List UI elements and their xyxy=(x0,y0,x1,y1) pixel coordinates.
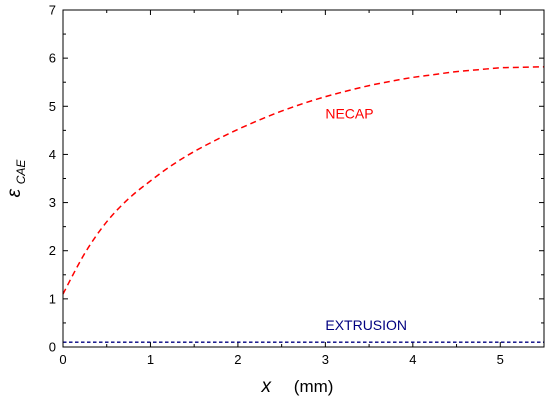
x-axis-label: x (mm) xyxy=(261,376,334,397)
y-axis-subscript: CAE xyxy=(14,159,28,185)
y-tick-label: 7 xyxy=(49,3,56,18)
y-tick-label: 2 xyxy=(49,243,56,258)
x-tick-label: 2 xyxy=(234,352,241,367)
series-layer xyxy=(62,66,545,343)
y-axis-label: ε CAE xyxy=(4,159,28,198)
y-tick-label: 3 xyxy=(49,195,56,210)
annotation-extrusion: EXTRUSION xyxy=(325,317,407,333)
y-tick-label: 4 xyxy=(49,147,56,162)
x-axis-symbol: x xyxy=(261,376,273,397)
ticks-layer: 0 1 2 3 4 5 0 1 2 3 4 5 6 7 xyxy=(49,3,544,367)
x-tick-label: 1 xyxy=(147,352,154,367)
y-axis-symbol: ε xyxy=(4,188,25,197)
x-axis-unit: (mm) xyxy=(294,377,334,396)
y-tick-label: 6 xyxy=(49,51,56,66)
x-tick-label: 0 xyxy=(59,352,66,367)
annotation-layer: NECAP EXTRUSION xyxy=(325,105,407,333)
x-tick-label: 4 xyxy=(409,352,416,367)
plot-frame xyxy=(62,9,545,348)
x-tick-label: 3 xyxy=(322,352,329,367)
annotation-necap: NECAP xyxy=(325,105,373,121)
y-tick-label: 0 xyxy=(49,340,56,355)
y-tick-label: 1 xyxy=(49,291,56,306)
y-tick-label: 5 xyxy=(49,99,56,114)
series-line-necap xyxy=(62,66,545,295)
x-tick-label: 5 xyxy=(497,352,504,367)
